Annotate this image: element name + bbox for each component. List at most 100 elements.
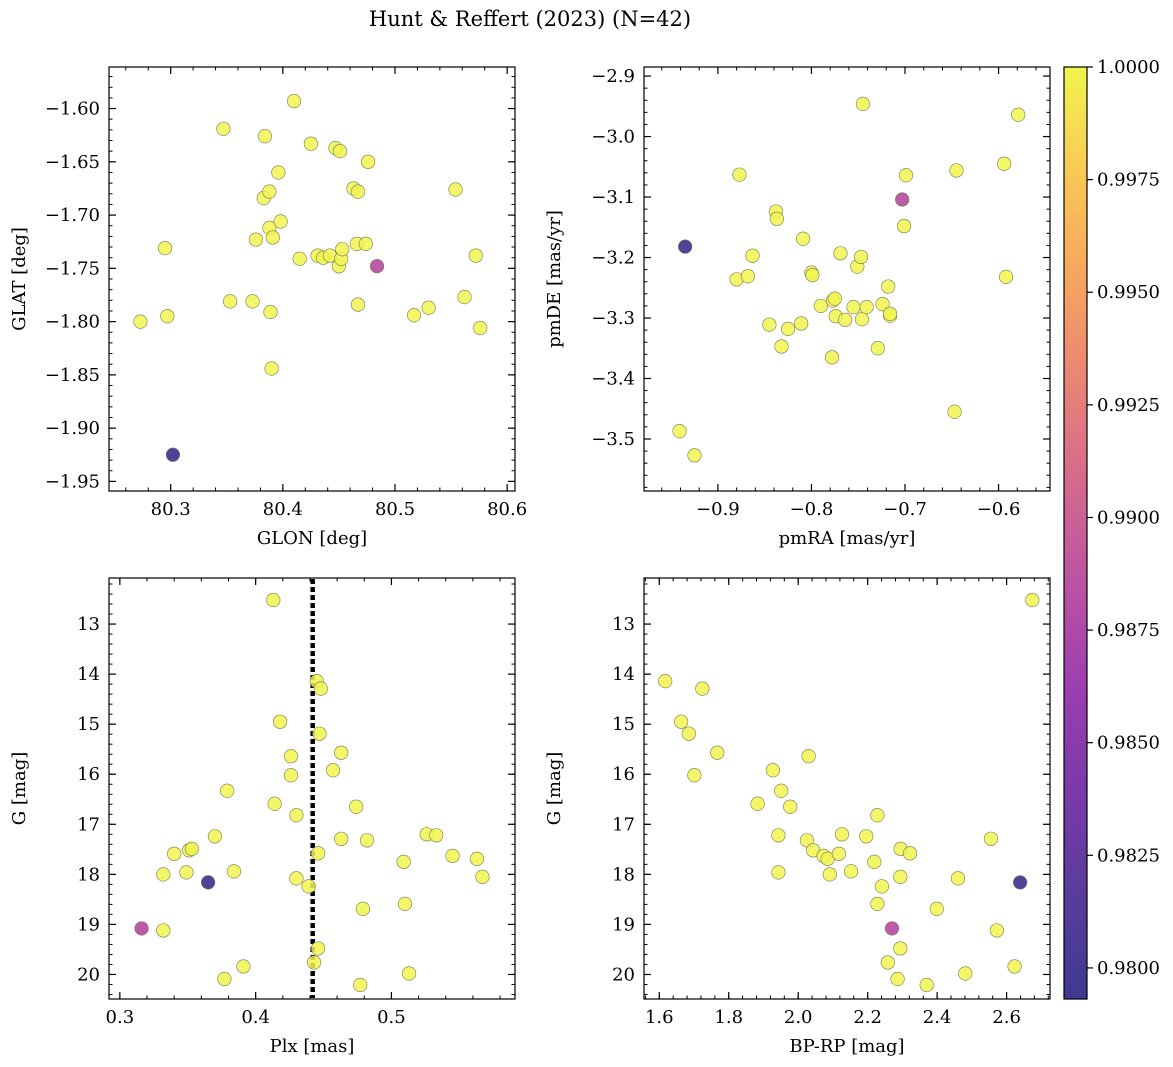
scatter-point bbox=[262, 184, 277, 199]
x-axis-label: GLON [deg] bbox=[257, 528, 367, 549]
x-tick-label: 0.5 bbox=[377, 1007, 406, 1028]
scatter-point bbox=[184, 841, 199, 856]
scatter-point bbox=[874, 879, 890, 894]
y-tick-label: 19 bbox=[77, 914, 100, 935]
scatter-point bbox=[157, 241, 173, 256]
scatter-point bbox=[306, 955, 322, 970]
scatter-point bbox=[179, 865, 194, 880]
scatter-point bbox=[805, 267, 820, 283]
scatter-point bbox=[360, 154, 376, 169]
axes-frame bbox=[643, 577, 1051, 1000]
scatter-point bbox=[267, 796, 282, 811]
scatter-point bbox=[762, 317, 777, 332]
y-tick-label: −1.75 bbox=[45, 258, 100, 279]
y-tick-label: 18 bbox=[612, 864, 635, 885]
x-tick-label: 80.5 bbox=[375, 499, 415, 520]
y-axis-label: pmDE [mas/yr] bbox=[544, 210, 565, 348]
scatter-point bbox=[445, 848, 460, 863]
scatter-point bbox=[875, 297, 890, 312]
scatter-point bbox=[843, 864, 859, 879]
y-tick-label: −1.90 bbox=[45, 418, 100, 439]
x-tick-label: −0.8 bbox=[790, 499, 834, 520]
scatter-point bbox=[833, 246, 848, 261]
scatter-point bbox=[475, 869, 490, 884]
y-axis-label: G [mag] bbox=[9, 752, 30, 825]
scatter-point bbox=[257, 129, 272, 144]
y-tick-label: 20 bbox=[612, 964, 635, 985]
x-tick-label: 1.8 bbox=[714, 1007, 743, 1028]
y-tick-label: −3.4 bbox=[591, 368, 635, 389]
scatter-point bbox=[207, 829, 223, 844]
scatter-point bbox=[949, 163, 964, 178]
scatter-point bbox=[133, 314, 148, 329]
scatter-point bbox=[902, 846, 918, 861]
x-tick-label: 0.4 bbox=[241, 1007, 270, 1028]
scatter-point bbox=[165, 447, 181, 462]
scatter-point bbox=[687, 768, 702, 783]
scatter-point bbox=[334, 745, 349, 760]
scatter-point bbox=[947, 404, 962, 419]
x-axis-label: pmRA [mas/yr] bbox=[779, 528, 916, 549]
panel-color-magnitude: 1.6 1.8 2.0 2.2 2.4 2.6 13 14 15 16 17 18 19 20 BP-RP … bbox=[544, 577, 1051, 1057]
x-tick-label: 80.3 bbox=[151, 499, 191, 520]
colorbar-tick-label: 1.0000 bbox=[1097, 57, 1160, 78]
colorbar-tick-label: 0.9850 bbox=[1097, 733, 1160, 754]
scatter-point bbox=[783, 799, 798, 814]
scatter-point bbox=[997, 156, 1012, 171]
y-tick-label: 15 bbox=[612, 714, 635, 735]
y-tick-label: −3.3 bbox=[591, 308, 635, 329]
scatter-point bbox=[448, 182, 463, 197]
colorbar-tick-label: 0.9975 bbox=[1097, 170, 1160, 191]
scatter-point bbox=[1013, 875, 1028, 890]
panel-position: 80.3 80.4 80.5 80.6 −1.60 −1.65 −1.70 −1.75 −1.8… bbox=[9, 66, 527, 549]
scatter-point bbox=[771, 828, 786, 843]
x-tick-label: 80.6 bbox=[487, 499, 527, 520]
scatter-point bbox=[289, 808, 304, 823]
scatter-point bbox=[1011, 107, 1026, 122]
scatter-point bbox=[369, 259, 385, 274]
x-tick-label: −0.6 bbox=[977, 499, 1021, 520]
scatter-point bbox=[283, 749, 299, 764]
scatter-point bbox=[681, 726, 696, 741]
scatter-point bbox=[950, 871, 966, 886]
scatter-point bbox=[358, 236, 373, 251]
scatter-point bbox=[359, 833, 375, 848]
figure-title: Hunt & Reffert (2023) (N=42) bbox=[369, 7, 691, 31]
colorbar-tick-label: 0.9900 bbox=[1097, 507, 1160, 528]
scatter-point bbox=[674, 714, 689, 729]
scatter-point bbox=[831, 846, 846, 861]
scatter-point bbox=[774, 339, 789, 354]
scatter-point bbox=[859, 300, 874, 315]
axes-frame bbox=[108, 66, 516, 492]
y-tick-label: 13 bbox=[612, 614, 635, 635]
scatter-point bbox=[983, 831, 999, 846]
scatter-point bbox=[325, 763, 341, 778]
x-axis-label: BP-RP [mag] bbox=[789, 1036, 904, 1057]
y-tick-label: −3.5 bbox=[591, 429, 635, 450]
scatter-point bbox=[881, 279, 896, 294]
scatter-point bbox=[156, 867, 171, 882]
axes-frame bbox=[108, 577, 516, 1000]
scatter-point bbox=[822, 867, 837, 882]
scatter-point bbox=[335, 242, 350, 257]
scatter-point bbox=[859, 829, 874, 844]
scatter-point bbox=[271, 165, 286, 180]
scatter-point bbox=[272, 714, 288, 729]
scatter-point bbox=[732, 167, 747, 182]
scatter-point bbox=[750, 796, 765, 811]
scatter-point bbox=[678, 239, 693, 254]
colorbar-tick-label: 0.9800 bbox=[1097, 958, 1160, 979]
scatter-point bbox=[765, 763, 780, 778]
scatter-point bbox=[248, 232, 264, 247]
x-tick-label: −0.9 bbox=[696, 499, 740, 520]
scatter-point bbox=[898, 168, 914, 183]
y-tick-label: −1.85 bbox=[45, 365, 100, 386]
scatter-point bbox=[263, 304, 278, 320]
scatter-point bbox=[672, 424, 687, 439]
scatter-point bbox=[919, 977, 934, 993]
scatter-point bbox=[827, 291, 842, 306]
scatter-point bbox=[457, 290, 472, 305]
scatter-point bbox=[890, 971, 905, 987]
scatter-point bbox=[774, 783, 789, 798]
scatter-point bbox=[687, 448, 702, 463]
